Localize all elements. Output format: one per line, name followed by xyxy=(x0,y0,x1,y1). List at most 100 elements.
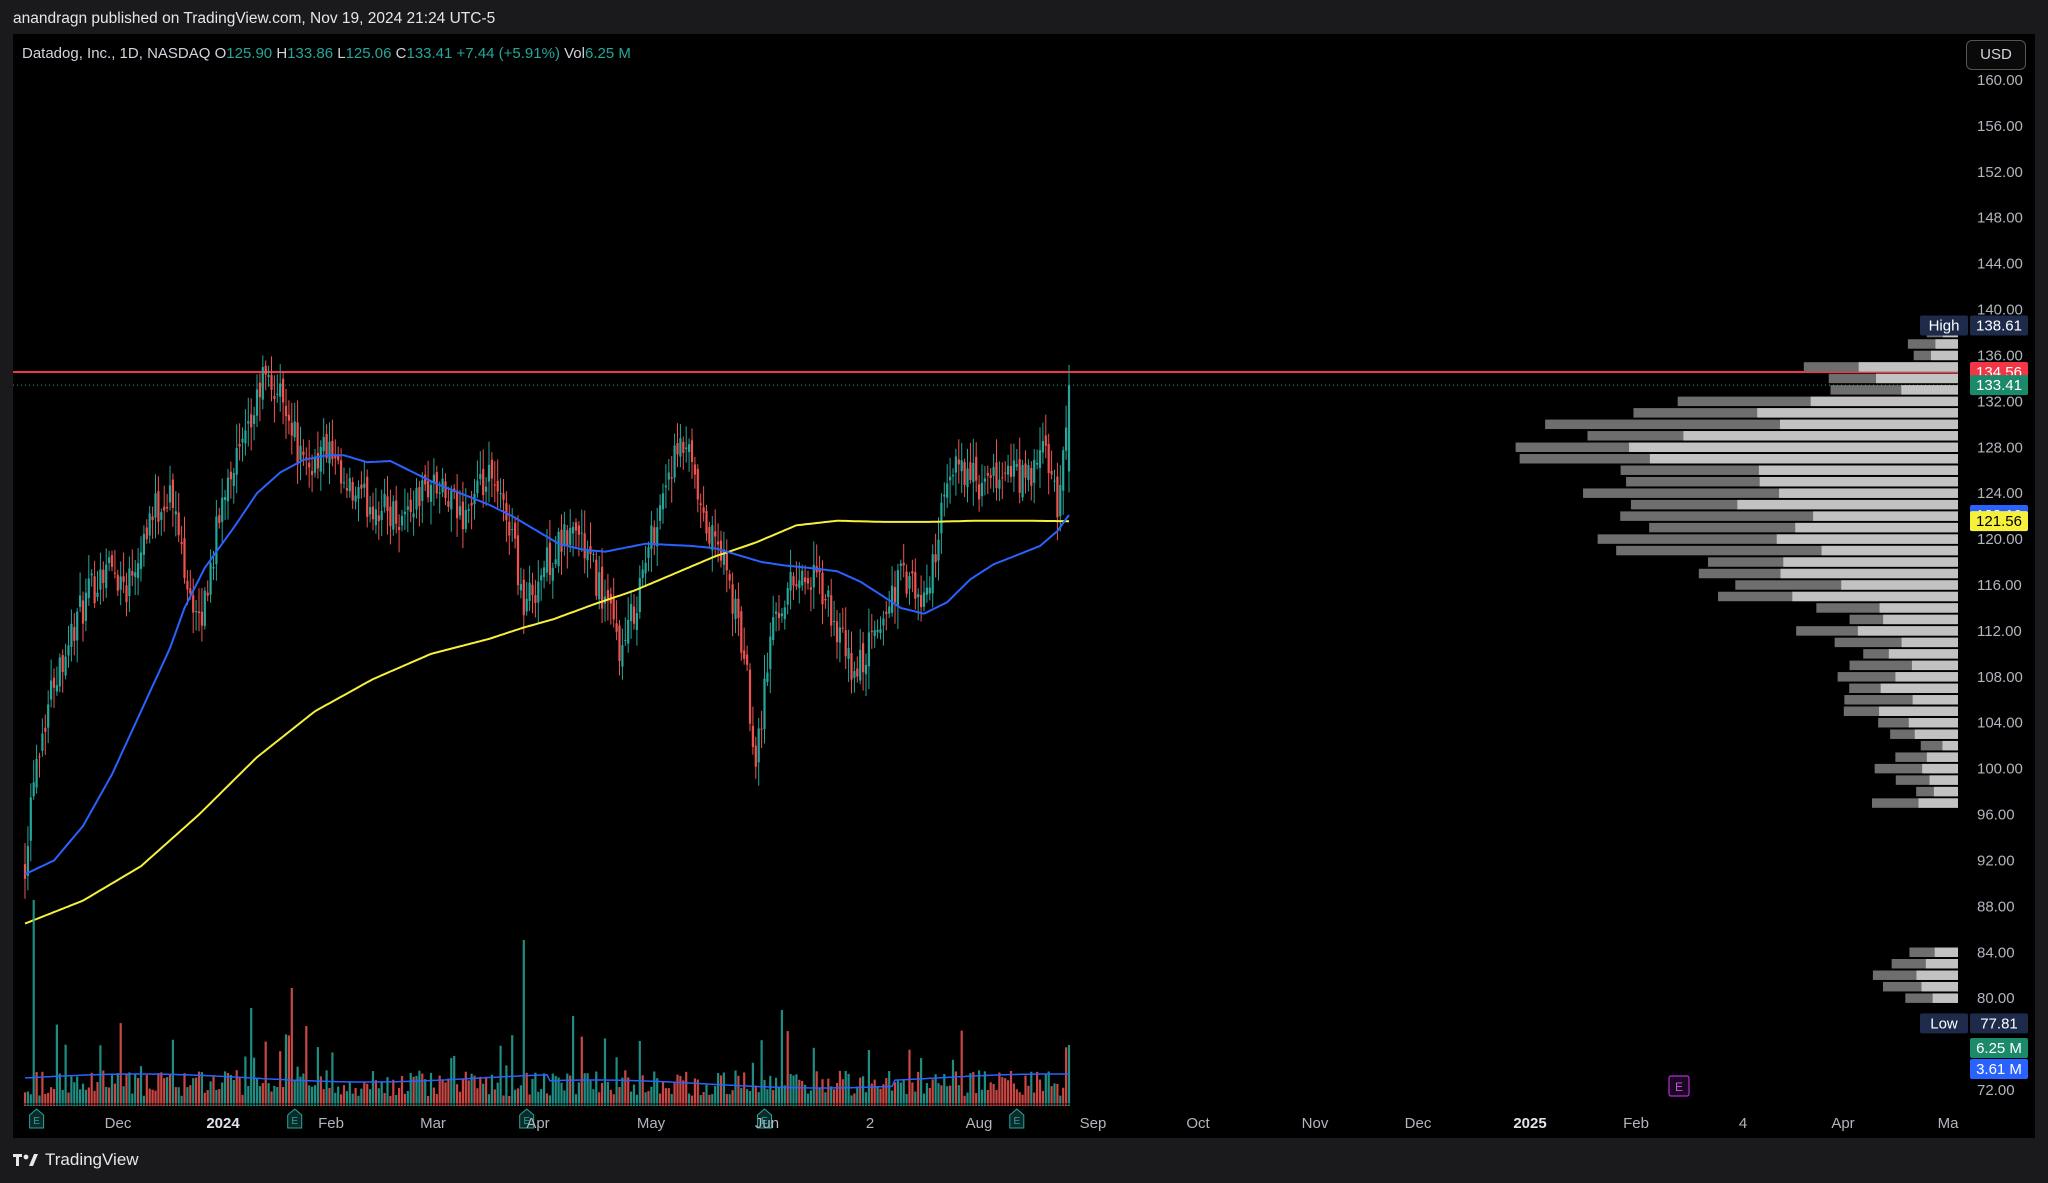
currency-button[interactable]: USD xyxy=(1966,40,2026,70)
x-tick-label: Feb xyxy=(318,1115,344,1132)
volume-bar xyxy=(853,1093,856,1106)
candle xyxy=(311,454,314,493)
price-chart[interactable]: E E E E E E 72.00 80.00 84.00 88.00 92.00 96.00 100.… xyxy=(13,34,2035,1138)
volume-bar xyxy=(618,1087,621,1106)
volume-bar xyxy=(606,1081,609,1106)
volume-profile-bar xyxy=(1857,626,1960,636)
volume-bar xyxy=(470,1073,473,1106)
candle-body xyxy=(284,405,288,417)
candle-body xyxy=(911,571,914,574)
candle-body xyxy=(766,672,769,683)
volume-bar xyxy=(743,1072,746,1106)
candle xyxy=(725,539,728,593)
candle xyxy=(171,473,174,527)
volume-bar xyxy=(580,1036,583,1106)
volume-bar xyxy=(754,1085,757,1106)
candle xyxy=(35,744,38,794)
volume-profile-bar xyxy=(1911,660,1960,671)
candle xyxy=(290,402,293,455)
candle-body xyxy=(647,547,650,558)
volume-bar xyxy=(1021,1094,1024,1106)
ma-fast-line xyxy=(24,454,1070,876)
volume-bar xyxy=(313,1085,317,1106)
candle-body xyxy=(325,433,328,459)
candle xyxy=(87,555,90,606)
candle-body xyxy=(429,484,433,502)
volume-bar xyxy=(435,1094,438,1106)
candle xyxy=(940,493,943,554)
volume-bar xyxy=(876,1086,879,1106)
y-tick-label: 156.00 xyxy=(1977,118,2023,135)
candle xyxy=(490,452,493,498)
candle-body xyxy=(206,592,209,596)
candle-body xyxy=(644,562,647,574)
candle xyxy=(583,510,586,574)
candle xyxy=(58,653,61,693)
candle-body xyxy=(1044,435,1047,446)
candle xyxy=(29,783,32,862)
volume-bar xyxy=(809,1090,812,1106)
volume-bar xyxy=(308,1085,311,1106)
volume-bar xyxy=(258,1086,261,1106)
candle xyxy=(282,370,285,425)
legend-symbol: Datadog, Inc., 1D, NASDAQ xyxy=(22,45,210,62)
candle-body xyxy=(931,554,934,594)
candle xyxy=(601,548,604,624)
x-tick-label: Jun xyxy=(755,1115,779,1132)
volume-bar xyxy=(206,1090,209,1106)
last-price-label-value: 133.41 xyxy=(1976,377,2022,394)
volume-bar xyxy=(244,1056,247,1106)
candle-body xyxy=(32,782,35,797)
candle xyxy=(305,447,308,476)
candle xyxy=(992,453,995,493)
y-tick-label: 108.00 xyxy=(1977,669,2023,686)
candle xyxy=(374,487,377,534)
candle-body xyxy=(99,569,102,590)
candle-body xyxy=(276,393,279,395)
tradingview-logo[interactable]: TradingView xyxy=(13,1150,139,1170)
volume-bar xyxy=(676,1074,679,1106)
candle xyxy=(511,508,514,542)
volume-bar xyxy=(566,1073,569,1106)
candle-body xyxy=(963,462,966,485)
candle xyxy=(354,486,357,510)
volume-bar xyxy=(255,1077,259,1106)
candle xyxy=(200,587,203,642)
volume-bar xyxy=(261,1083,264,1106)
candle-body xyxy=(696,468,699,500)
y-tick-label: 136.00 xyxy=(1977,347,2023,364)
candle-body xyxy=(392,501,395,530)
candle-body xyxy=(514,522,517,539)
candle-body xyxy=(566,530,569,547)
candle xyxy=(389,489,392,545)
candle-body xyxy=(197,611,201,614)
candle-body xyxy=(586,549,589,561)
y-tick-label: 128.00 xyxy=(1977,439,2023,456)
candle xyxy=(412,490,415,536)
volume-bar xyxy=(920,1058,923,1106)
volume-profile-bar xyxy=(1649,454,1960,464)
candle xyxy=(253,406,256,441)
volume-bar xyxy=(282,1086,285,1106)
candle-body xyxy=(763,678,766,729)
volume-bar xyxy=(41,1071,44,1106)
candle xyxy=(624,617,627,646)
volume-bar xyxy=(250,1008,253,1106)
candle-body xyxy=(690,440,694,463)
candle-body xyxy=(244,430,247,444)
candle xyxy=(427,460,430,503)
candle-body xyxy=(122,576,125,582)
chart-panel[interactable]: E E E E E E 72.00 80.00 84.00 88.00 92.00 96.00 100.… xyxy=(13,34,2035,1138)
volume-bar xyxy=(1018,1092,1021,1106)
candle-body xyxy=(583,533,586,559)
volume-bar xyxy=(545,1093,549,1106)
volume-bar xyxy=(705,1084,708,1106)
volume-bar xyxy=(841,1079,844,1106)
candle-body xyxy=(427,481,430,498)
candle xyxy=(197,588,201,632)
volume-bar xyxy=(464,1071,467,1106)
volume-bar xyxy=(374,1080,377,1106)
volume-bar xyxy=(963,1095,966,1106)
volume-profile-bar xyxy=(1810,396,1960,407)
volume-bar xyxy=(508,1095,511,1106)
